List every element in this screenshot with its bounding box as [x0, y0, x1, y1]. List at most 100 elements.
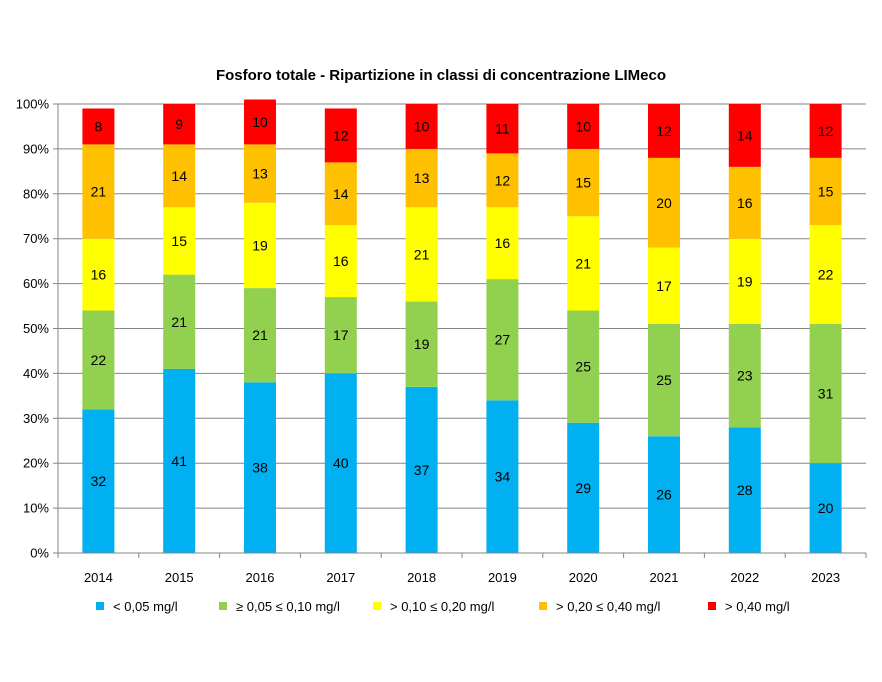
bar-segment: [405, 148, 438, 208]
legend-swatch: [539, 602, 547, 610]
data-label: 38: [252, 460, 268, 476]
x-tick-label: 2020: [569, 570, 598, 585]
bar-segment: [405, 386, 438, 553]
bar-segment: [648, 104, 680, 158]
data-label: 19: [414, 336, 430, 352]
bar-segment: [324, 162, 357, 226]
bar-segment: [809, 104, 842, 158]
data-label: 9: [175, 116, 183, 132]
data-label: 16: [495, 235, 511, 251]
bar-segment: [163, 144, 196, 208]
data-label: 8: [95, 118, 103, 134]
data-label: 14: [737, 127, 753, 143]
bars: 32 22 16 21 8 41 21 15 14 9 38 21 19 13 10 40 17 16 14 12 37…: [82, 99, 842, 553]
bar-segment: [82, 238, 115, 311]
data-label: 17: [656, 278, 672, 294]
data-label: 21: [171, 314, 187, 330]
bar-segment: [244, 382, 276, 553]
bar-segment: [163, 274, 196, 369]
legend-label: > 0,10 ≤ 0,20 mg/l: [390, 599, 494, 614]
y-tick-label: 90%: [23, 141, 49, 156]
y-tick-label: 20%: [23, 456, 49, 471]
chart-title: Fosforo totale - Ripartizione in classi …: [216, 67, 666, 84]
y-tick-label: 10%: [23, 501, 49, 516]
data-label: 34: [495, 469, 511, 485]
legend-swatch: [96, 602, 104, 610]
data-label: 25: [575, 359, 591, 375]
legend-label: > 0,40 mg/l: [725, 599, 790, 614]
legend-swatch: [373, 602, 381, 610]
bar-segment: [486, 104, 519, 154]
bar-segment: [728, 427, 761, 553]
bar-segment: [324, 373, 357, 553]
data-label: 28: [737, 482, 753, 498]
data-label: 13: [414, 170, 430, 186]
bar-segment: [648, 436, 680, 553]
data-label: 21: [91, 184, 107, 200]
bar-segment: [809, 463, 842, 553]
data-label: 10: [414, 118, 430, 134]
data-label: 21: [414, 246, 430, 262]
bar-segment: [486, 207, 519, 280]
bar-segment: [567, 104, 600, 149]
bar-segment: [405, 207, 438, 302]
legend-label: > 0,20 ≤ 0,40 mg/l: [556, 599, 660, 614]
bar-segment: [809, 157, 842, 226]
y-tick-label: 0%: [30, 546, 49, 561]
legend-swatch: [219, 602, 227, 610]
data-label: 14: [333, 186, 349, 202]
bar-segment: [728, 324, 761, 428]
data-label: 32: [91, 473, 107, 489]
data-label: 19: [737, 273, 753, 289]
x-tick-label: 2018: [407, 570, 436, 585]
data-label: 12: [818, 123, 834, 139]
bar-segment: [567, 422, 600, 553]
data-label: 13: [252, 166, 268, 182]
data-label: 19: [252, 237, 268, 253]
data-label: 14: [171, 168, 187, 184]
bar-segment: [324, 225, 357, 298]
bar-segment: [82, 310, 115, 410]
x-tick-label: 2019: [488, 570, 517, 585]
bar-segment: [486, 400, 519, 553]
bar-segment: [405, 104, 438, 149]
data-label: 21: [575, 255, 591, 271]
data-label: 37: [414, 462, 430, 478]
bar-segment: [405, 301, 438, 387]
x-axis: 2014 2015 2016 2017 2018 2019 2020 2021 2022 2023: [57, 552, 867, 585]
x-tick-label: 2022: [730, 570, 759, 585]
data-label: 26: [656, 487, 672, 503]
bar-segment: [486, 153, 519, 208]
y-tick-label: 60%: [23, 276, 49, 291]
data-label: 31: [818, 386, 834, 402]
x-tick-label: 2015: [165, 570, 194, 585]
data-label: 17: [333, 327, 349, 343]
bar-segment: [163, 207, 196, 275]
bar-segment: [728, 166, 761, 239]
bar-segment: [244, 202, 276, 289]
bar-segment: [648, 157, 680, 248]
bar-segment: [567, 310, 600, 423]
bar-segment: [728, 104, 761, 167]
bar-segment: [809, 324, 842, 464]
x-tick-label: 2023: [811, 570, 840, 585]
y-tick-label: 100%: [16, 97, 50, 112]
data-label: 16: [333, 253, 349, 269]
bar-segment: [324, 108, 357, 163]
data-label: 11: [495, 121, 510, 137]
data-label: 27: [495, 332, 511, 348]
data-label: 29: [575, 480, 591, 496]
bar-segment: [163, 104, 196, 145]
data-label: 10: [575, 118, 591, 134]
x-tick-label: 2014: [84, 570, 113, 585]
bar-segment: [244, 99, 276, 145]
data-label: 40: [333, 455, 349, 471]
bar-segment: [567, 216, 600, 311]
data-label: 16: [737, 195, 753, 211]
data-label: 20: [818, 500, 834, 516]
legend-label: < 0,05 mg/l: [113, 599, 178, 614]
data-label: 10: [252, 114, 268, 130]
data-label: 41: [171, 453, 187, 469]
bar-segment: [648, 247, 680, 325]
